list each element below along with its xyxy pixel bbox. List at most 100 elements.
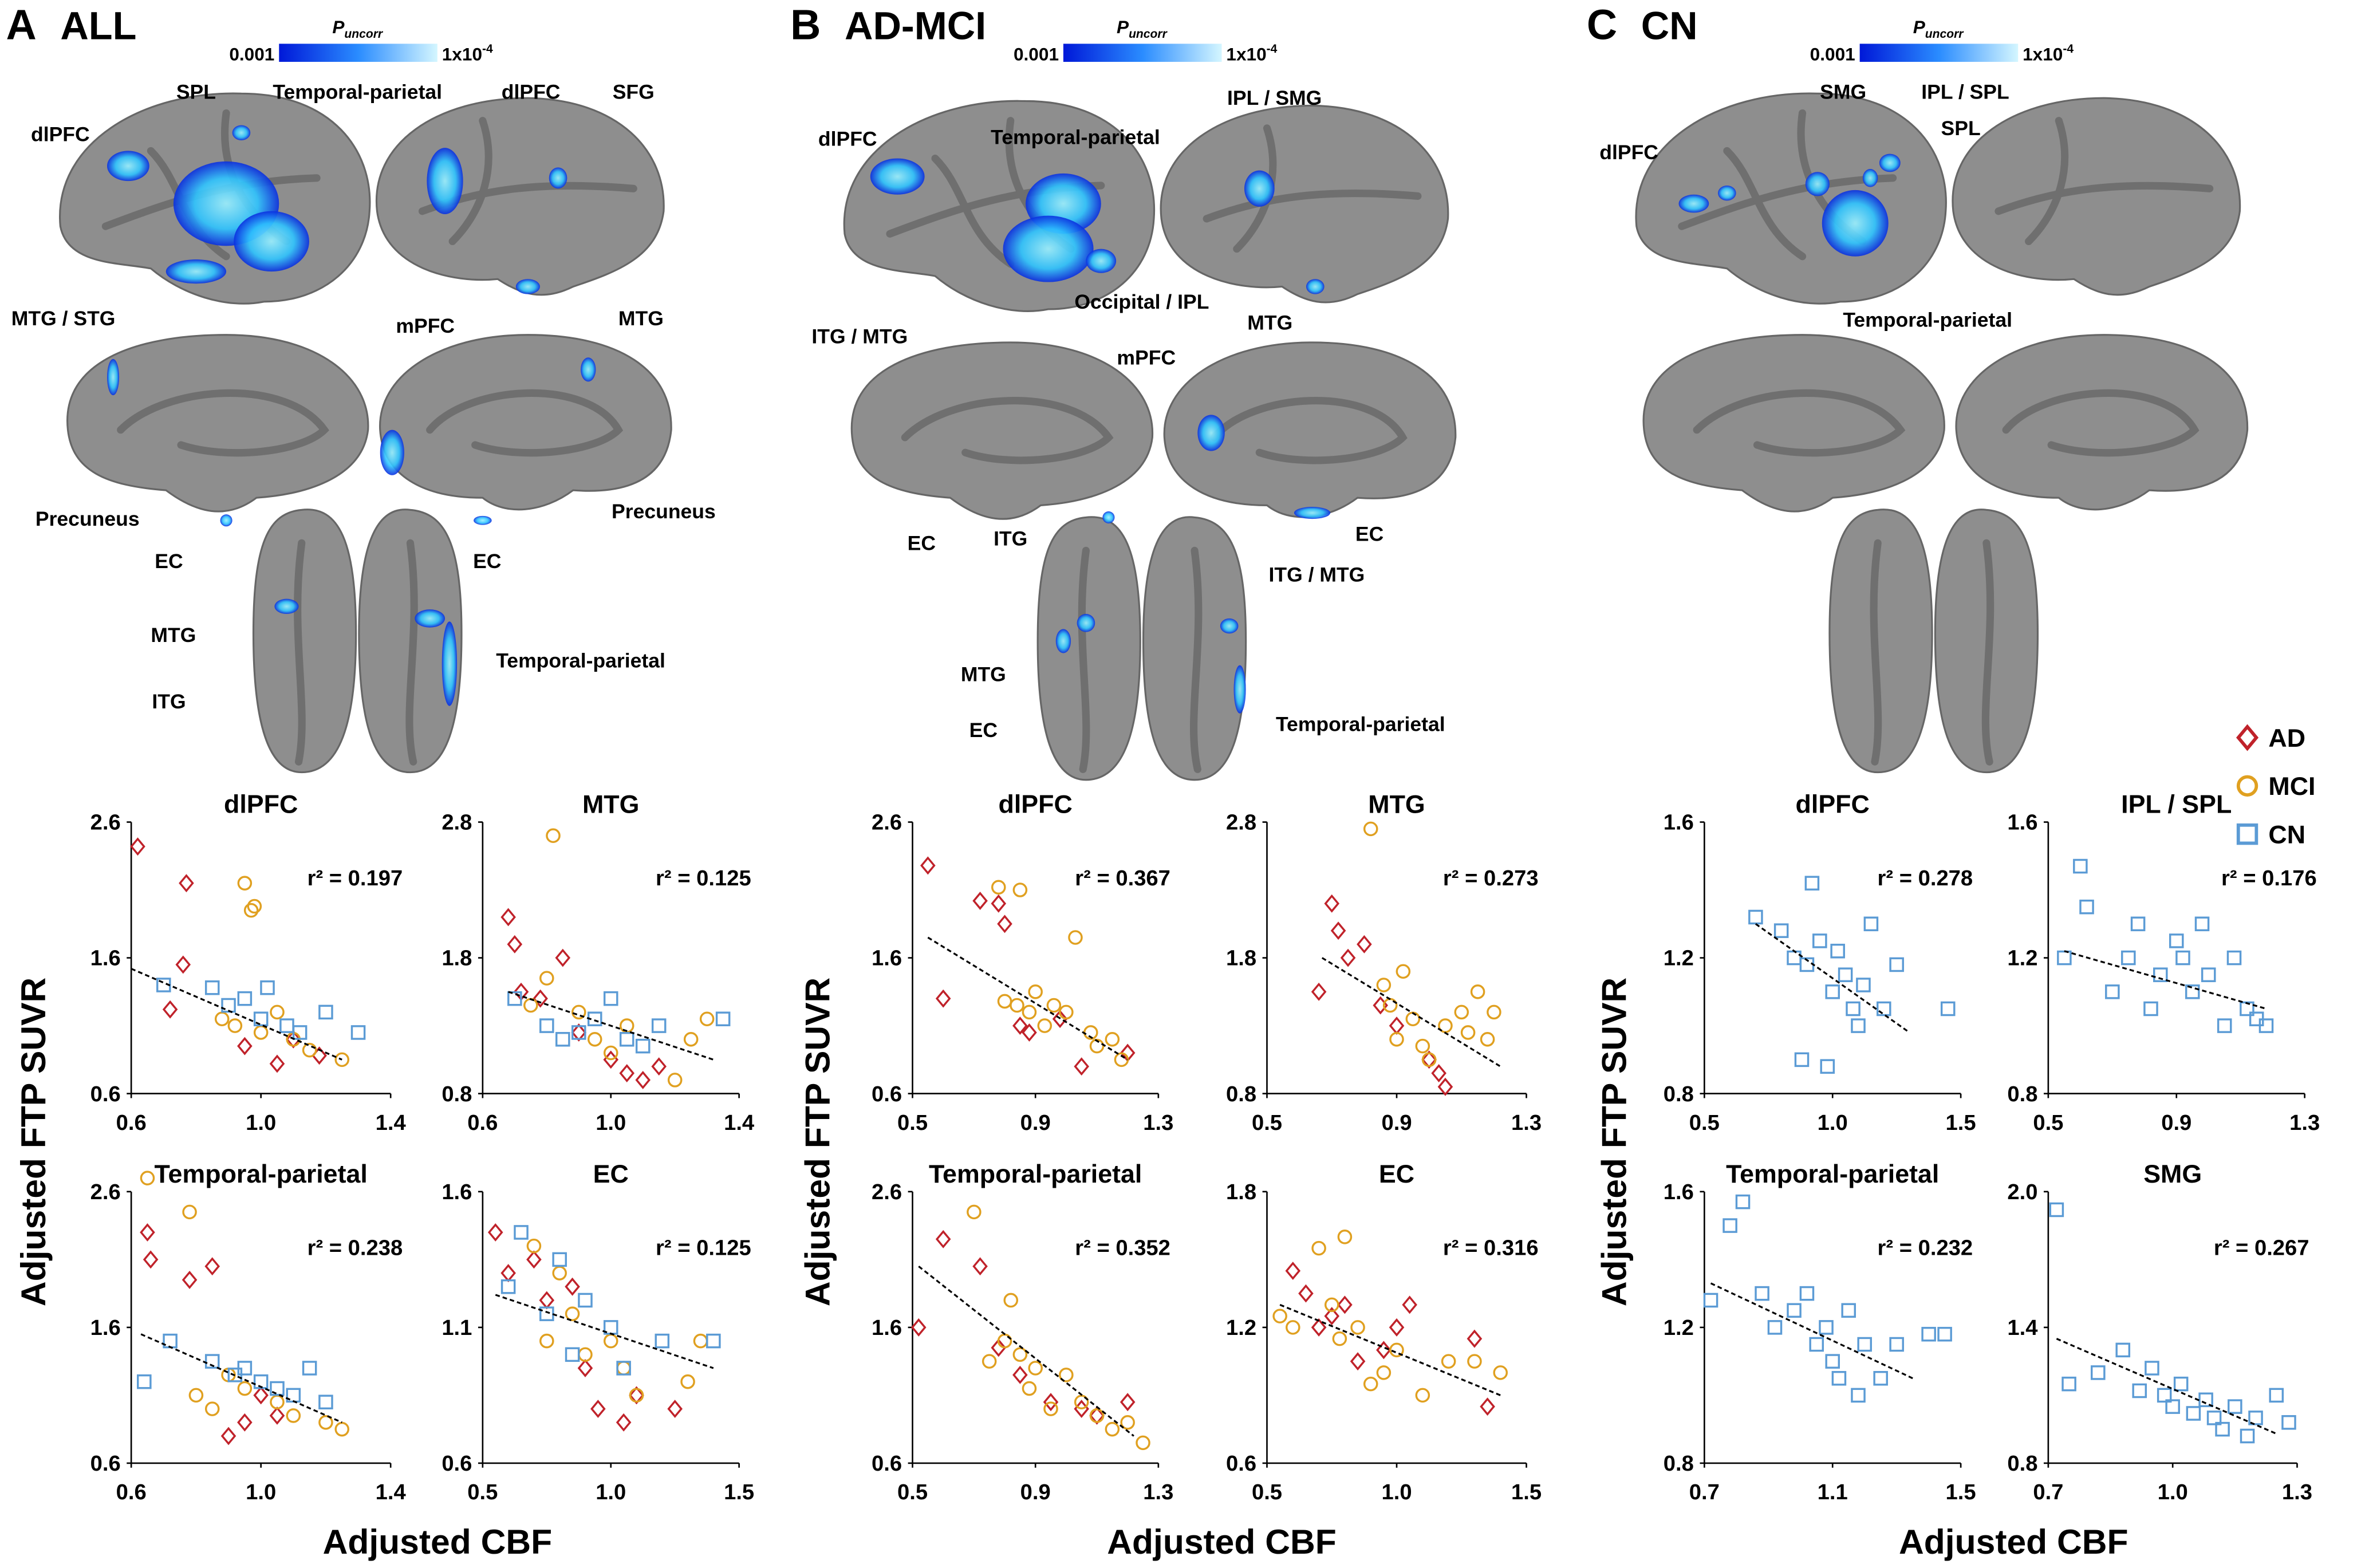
data-point <box>1873 1370 1888 1386</box>
region-label: ITG <box>152 690 186 713</box>
brain-sulcus <box>1210 396 1408 464</box>
data-point <box>237 1037 253 1055</box>
x-tick-label: 1.3 <box>2289 1110 2320 1135</box>
region-label: EC <box>908 531 936 554</box>
data-point <box>2240 1428 2255 1444</box>
x-tick-label: 1.0 <box>1818 1110 1848 1135</box>
x-tick-label: 1.4 <box>376 1110 407 1135</box>
data-point <box>2198 1392 2213 1408</box>
chart-title: EC <box>1379 1160 1414 1188</box>
fit-line <box>508 991 714 1061</box>
data-point <box>1767 1320 1783 1335</box>
brain-sulcus <box>1203 189 1422 223</box>
data-point <box>1493 1365 1508 1380</box>
data-point <box>1787 950 1802 966</box>
data-point <box>1003 1293 1019 1308</box>
region-label: ITG <box>994 527 1027 550</box>
data-point <box>1043 1393 1059 1412</box>
data-point <box>1825 1354 1840 1369</box>
data-point <box>1286 1320 1300 1335</box>
data-point <box>1052 1010 1068 1029</box>
data-point <box>1120 1415 1135 1430</box>
y-tick-label: 1.8 <box>1226 1180 1256 1204</box>
y-tick-label: 1.2 <box>1664 946 1694 971</box>
data-point <box>1389 1017 1405 1035</box>
data-point <box>182 1270 198 1289</box>
data-point <box>2091 1365 2106 1380</box>
data-point <box>237 1413 253 1432</box>
data-point <box>1819 1320 1834 1335</box>
data-point <box>539 1333 554 1349</box>
data-point <box>2130 916 2146 932</box>
data-point <box>526 1250 542 1269</box>
data-point <box>1120 1393 1136 1412</box>
r-squared: r² = 0.125 <box>656 866 751 891</box>
panel-title: ALL <box>60 3 136 48</box>
data-point <box>2132 1383 2147 1398</box>
data-point <box>1830 943 1845 959</box>
fit-line <box>1755 923 1910 1034</box>
data-point <box>699 1011 715 1027</box>
data-point <box>1028 984 1043 999</box>
y-tick-label: 0.6 <box>90 1451 121 1476</box>
activation <box>515 279 540 294</box>
data-point <box>286 1408 301 1423</box>
x-tick-label: 1.0 <box>246 1110 276 1135</box>
data-point <box>1856 978 1871 992</box>
region-label: Temporal-parietal <box>496 649 665 672</box>
data-point <box>1846 1001 1861 1017</box>
y-tick-label: 1.2 <box>1226 1315 1256 1340</box>
colorbar-title-sub: uncorr <box>1925 27 1965 41</box>
data-point <box>1373 996 1388 1015</box>
data-point <box>667 1073 683 1088</box>
data-point <box>1376 1365 1392 1380</box>
data-point <box>578 1347 593 1362</box>
data-point <box>1330 921 1346 940</box>
colorbar-title: Puncorr <box>1117 17 1168 41</box>
brain-sulcus <box>1870 539 1882 766</box>
x-tick-label: 1.0 <box>1381 1480 1412 1504</box>
activation <box>1220 618 1239 634</box>
x-tick-label: 1.0 <box>2158 1480 2188 1504</box>
data-point <box>1105 1032 1120 1047</box>
colorbar-title-main: P <box>1913 17 1926 37</box>
r-squared: r² = 0.125 <box>656 1235 751 1260</box>
region-label: EC <box>969 719 998 742</box>
region-label: MTG <box>1247 312 1292 334</box>
data-point <box>2226 950 2242 966</box>
data-point <box>706 1333 721 1349</box>
data-point <box>2194 916 2210 932</box>
x-tick-label: 1.5 <box>1946 1480 1976 1504</box>
data-point <box>204 1401 220 1416</box>
data-point <box>1396 964 1411 979</box>
region-label: Temporal-parietal <box>991 126 1160 149</box>
data-point <box>487 1223 503 1242</box>
data-point <box>253 1011 269 1027</box>
x-tick-label: 0.5 <box>467 1480 498 1504</box>
brain <box>1828 509 1933 774</box>
x-tick-label: 0.6 <box>116 1480 147 1504</box>
fit-line <box>2064 950 2267 1010</box>
y-tick-label: 1.6 <box>872 946 902 971</box>
data-point <box>1402 1295 1417 1314</box>
data-point <box>237 991 253 1006</box>
data-point <box>1376 1341 1392 1360</box>
region-label: dlPFC <box>31 123 90 145</box>
x-tick-label: 0.9 <box>1381 1110 1412 1135</box>
legend-marker <box>2236 724 2259 751</box>
y-tick-label: 1.8 <box>1226 946 1256 971</box>
data-point <box>533 989 548 1008</box>
region-label: EC <box>1355 522 1383 545</box>
region-label: dlPFC <box>818 127 877 150</box>
region-label: Temporal-parietal <box>273 81 442 104</box>
data-point <box>1755 1286 1769 1301</box>
data-point <box>237 1361 253 1376</box>
data-point <box>1022 1004 1037 1020</box>
data-point <box>997 915 1012 933</box>
colorbar <box>1859 44 2019 62</box>
x-tick-label: 1.4 <box>376 1480 407 1504</box>
data-point <box>279 1018 294 1033</box>
data-point <box>253 1386 269 1405</box>
data-point <box>220 1427 236 1445</box>
